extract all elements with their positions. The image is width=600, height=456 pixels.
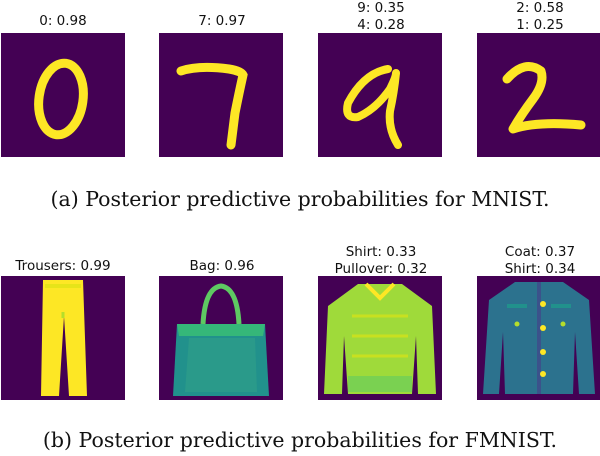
mnist-digit-0-image [1, 33, 125, 157]
fmnist-panel-2-label: Bag: 0.96 [147, 258, 297, 275]
label-line: Bag: 0.96 [189, 258, 255, 274]
label-line: Shirt: 0.34 [504, 261, 576, 277]
fmnist-bag-image [159, 276, 283, 400]
mnist-digit-7-image [159, 33, 283, 157]
label-line: 2: 0.58 [516, 0, 564, 16]
label-line: 0: 0.98 [39, 13, 87, 29]
fmnist-panel-4-label: Coat: 0.37 Shirt: 0.34 [465, 244, 600, 278]
mnist-digit-2-image [477, 33, 600, 157]
label-line: Coat: 0.37 [504, 244, 576, 260]
label-line: 9: 0.35 [357, 0, 405, 16]
fmnist-panel-3-label: Shirt: 0.33 Pullover: 0.32 [306, 244, 456, 278]
mnist-panel-4-label: 2: 0.58 1: 0.25 [465, 0, 600, 34]
label-line: Pullover: 0.32 [334, 261, 428, 277]
fmnist-coat-image [477, 276, 600, 400]
mnist-panel-1-label: 0: 0.98 [0, 13, 138, 30]
label-line: 4: 0.28 [357, 17, 405, 33]
label-line: Trousers: 0.99 [15, 258, 111, 274]
label-line: 1: 0.25 [516, 17, 564, 33]
label-line: 7: 0.97 [198, 13, 246, 29]
mnist-digit-9-image [318, 33, 442, 157]
fmnist-trousers-image [1, 276, 125, 400]
fmnist-panel-1-label: Trousers: 0.99 [0, 258, 138, 275]
fmnist-shirt-image [318, 276, 442, 400]
mnist-panel-2-label: 7: 0.97 [147, 13, 297, 30]
label-line: Shirt: 0.33 [345, 244, 417, 260]
mnist-panel-3-label: 9: 0.35 4: 0.28 [306, 0, 456, 34]
fmnist-caption: (b) Posterior predictive probabilities f… [42, 428, 558, 452]
mnist-caption: (a) Posterior predictive probabilities f… [50, 187, 550, 211]
